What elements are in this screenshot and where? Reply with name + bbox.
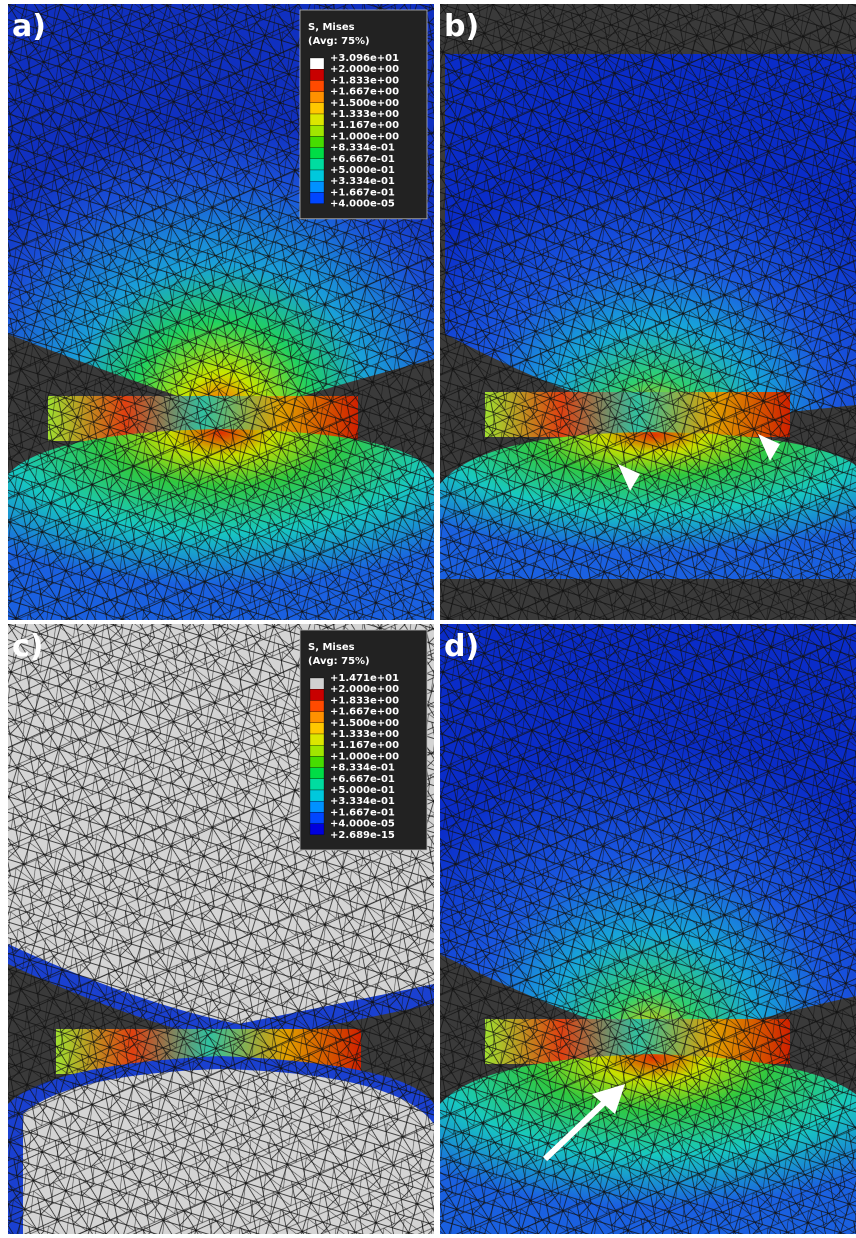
legend-level: +1.667e+00 [330, 87, 399, 98]
legend-swatch [310, 723, 324, 734]
legend-level: +3.096e+01 [330, 53, 399, 64]
panel-label: c) [12, 629, 44, 664]
legend-level: +1.833e+00 [330, 695, 399, 706]
legend-level: +1.000e+00 [330, 751, 399, 762]
legend-swatch [310, 69, 324, 80]
legend-swatch [310, 678, 324, 689]
legend-level: +1.667e-01 [330, 187, 395, 198]
panel-b: b) [440, 4, 856, 620]
legend-level: +3.334e-01 [330, 796, 395, 807]
legend-swatch [310, 768, 324, 779]
legend-swatch [310, 756, 324, 767]
legend-subtitle: (Avg: 75%) [308, 36, 370, 47]
legend-level: +1.000e+00 [330, 131, 399, 142]
legend-swatch [310, 181, 324, 192]
panel-label: d) [444, 629, 479, 664]
legend-level: +2.000e+00 [330, 64, 399, 75]
legend-swatch [310, 114, 324, 125]
legend-swatch [310, 148, 324, 159]
legend-swatch [310, 824, 324, 835]
legend-swatch [310, 700, 324, 711]
panel-d: d) [440, 624, 856, 1234]
panel-label: a) [12, 9, 46, 44]
legend-swatch [310, 779, 324, 790]
legend-level: +1.167e+00 [330, 120, 399, 131]
legend-title: S, Mises [308, 642, 355, 653]
legend-swatch [310, 745, 324, 756]
legend-level: +6.667e-01 [330, 774, 395, 785]
legend-subtitle: (Avg: 75%) [308, 656, 370, 667]
legend-swatch [310, 92, 324, 103]
legend-level: +2.000e+00 [330, 684, 399, 695]
legend-level: +5.000e-01 [330, 785, 395, 796]
legend-swatch [310, 801, 324, 812]
legend-swatch [310, 58, 324, 69]
legend-level: +1.471e+01 [330, 673, 399, 684]
figure: a) b) c) d) S, Mises (Avg: 75%) +3.096e+01… [0, 0, 856, 1234]
legend-swatch [310, 712, 324, 723]
legend-swatch [310, 80, 324, 91]
legend-level: +2.689e-15 [330, 830, 395, 841]
legend-swatch [310, 192, 324, 203]
legend-level: +6.667e-01 [330, 154, 395, 165]
legend-level: +1.667e-01 [330, 807, 395, 818]
legend-level: +1.167e+00 [330, 740, 399, 751]
legend-level: +1.667e+00 [330, 707, 399, 718]
legend-level: +3.334e-01 [330, 176, 395, 187]
legend-swatch [310, 734, 324, 745]
panel-label: b) [444, 9, 479, 44]
legend-swatch [310, 812, 324, 823]
legend-level: +1.500e+00 [330, 718, 399, 729]
legend-title: S, Mises [308, 22, 355, 33]
legend-level: +1.833e+00 [330, 75, 399, 86]
legend-level: +4.000e-05 [330, 819, 395, 830]
legend-swatch [310, 170, 324, 181]
legend-level: +4.000e-05 [330, 199, 395, 210]
legend-level: +1.333e+00 [330, 729, 399, 740]
legend-level: +1.500e+00 [330, 98, 399, 109]
legend-swatch [310, 125, 324, 136]
legend-level: +1.333e+00 [330, 109, 399, 120]
legend-swatch [310, 689, 324, 700]
legend-level: +8.334e-01 [330, 763, 395, 774]
legend-swatch [310, 159, 324, 170]
legend-swatch [310, 103, 324, 114]
legend-level: +5.000e-01 [330, 165, 395, 176]
legend-level: +8.334e-01 [330, 143, 395, 154]
legend-swatch [310, 790, 324, 801]
legend-swatch [310, 136, 324, 147]
